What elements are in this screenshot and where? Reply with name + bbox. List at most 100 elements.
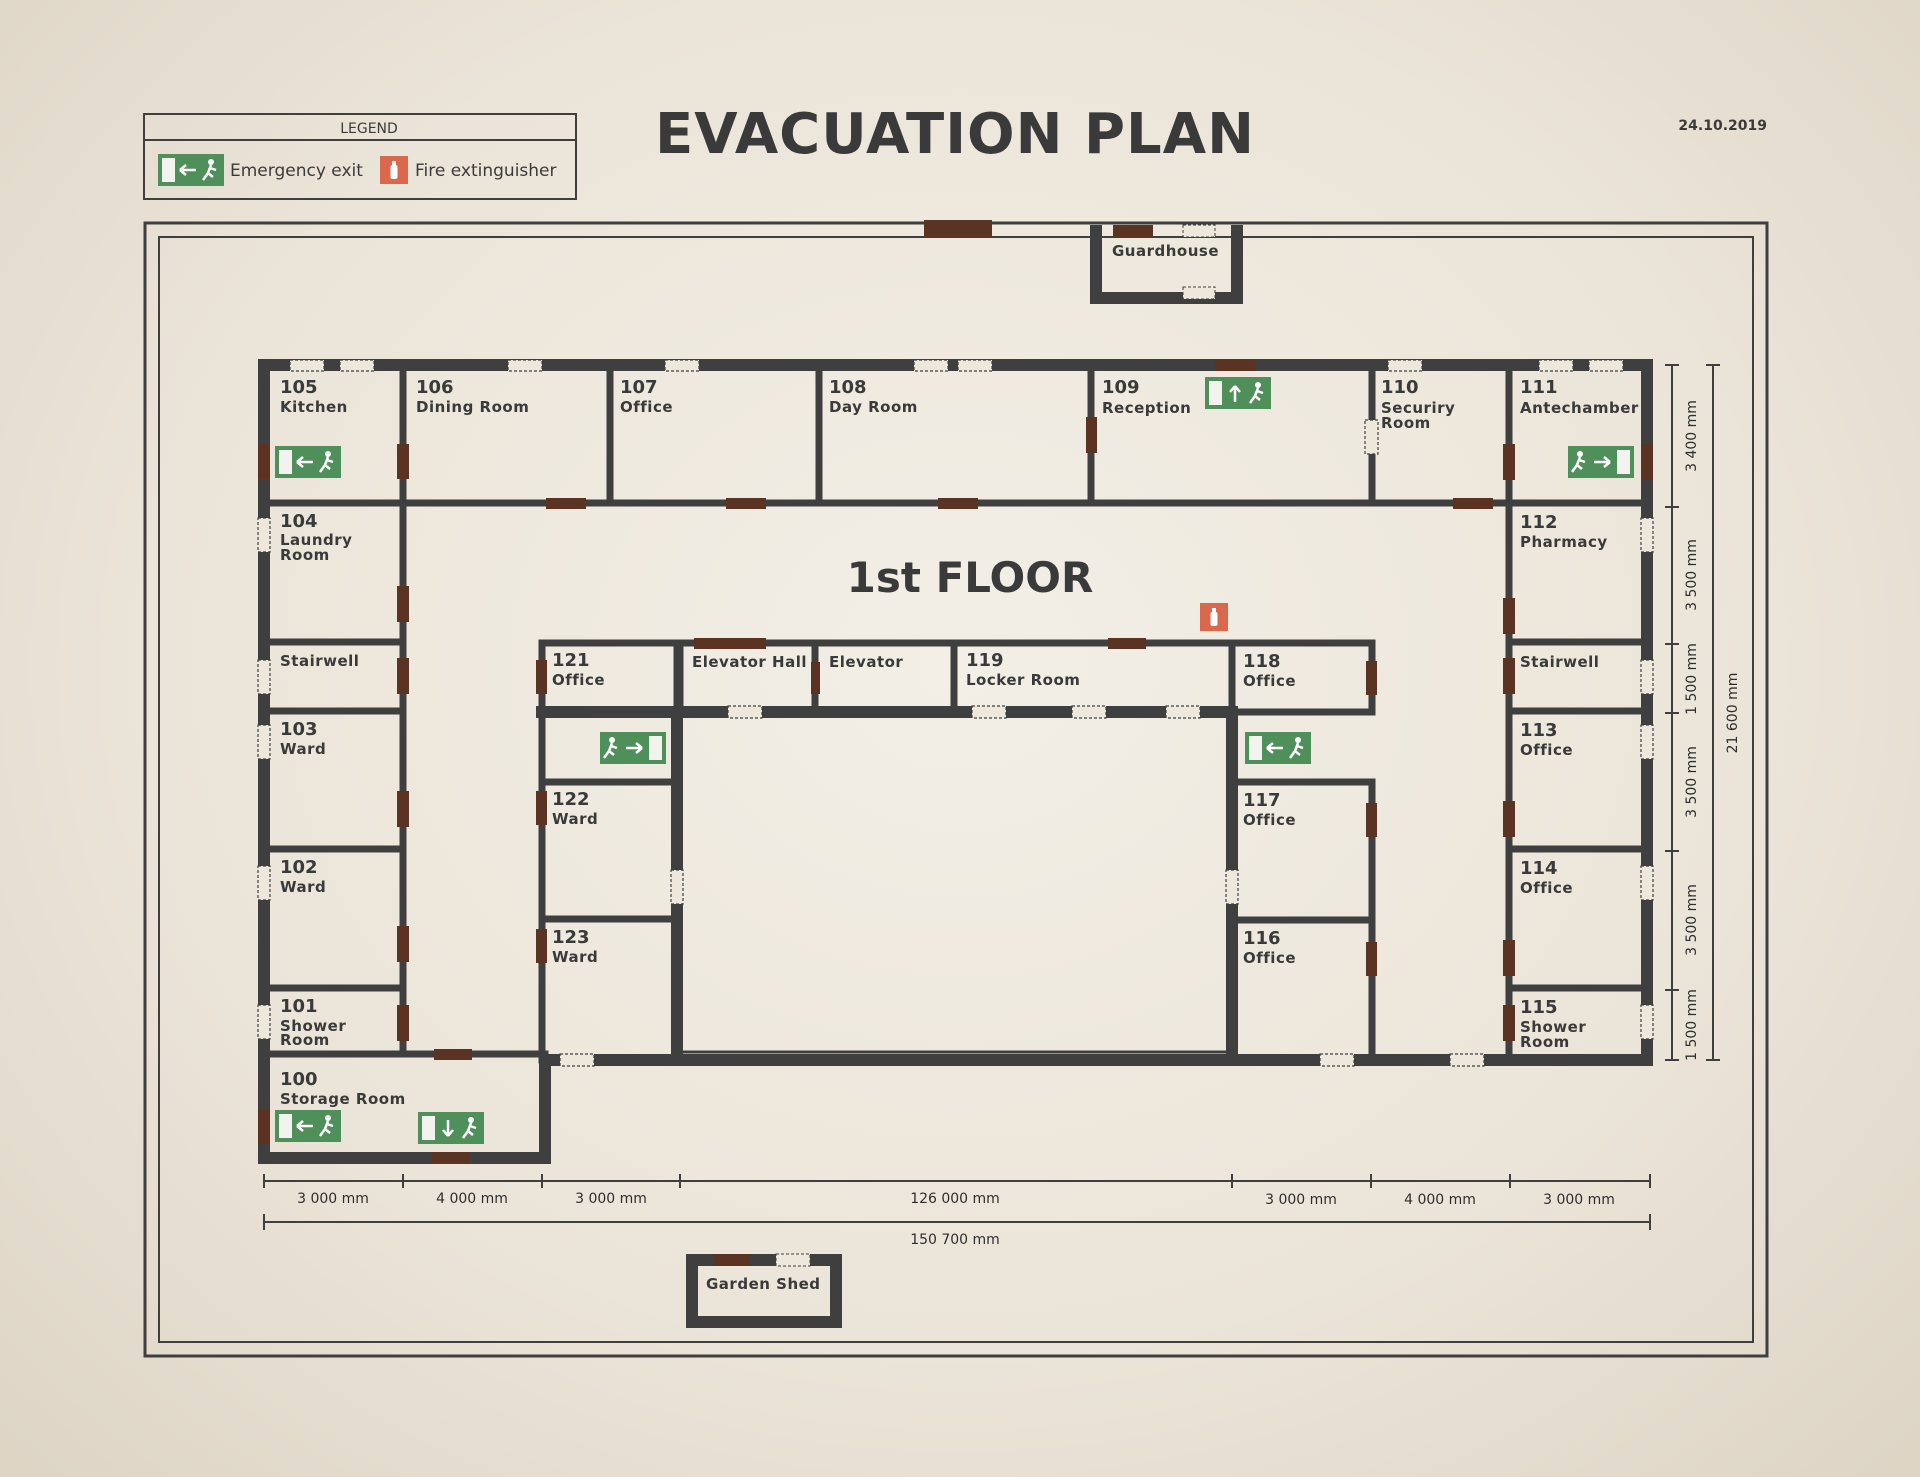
room-113-name: Office [1520, 741, 1573, 759]
room-102-number: 102 [280, 857, 318, 878]
elevator-name: Elevator [829, 653, 903, 671]
dimension-label: 126 000 mm [910, 1191, 1000, 1207]
room-123-name: Ward [552, 948, 598, 966]
room-113-number: 113 [1520, 720, 1558, 741]
fire-extinguisher-icon [380, 156, 408, 184]
bottom-dimensions [263, 1174, 1651, 1230]
stairwell-east-name: Stairwell [1520, 653, 1599, 671]
garden-shed: Garden Shed [686, 1253, 842, 1328]
room-112-name: Pharmacy [1520, 533, 1608, 551]
room-117-name: Office [1243, 811, 1296, 829]
room-labels: 105 Kitchen 106 Dining Room 107 Office 1… [280, 377, 1639, 1108]
room-122-number: 122 [552, 789, 590, 810]
legend-label-fire-extinguisher: Fire extinguisher [415, 161, 557, 181]
page-title: EVACUATION PLAN [655, 102, 1255, 167]
dimension-label: 3 000 mm [1543, 1192, 1615, 1208]
room-110-name-line2: Room [1381, 414, 1431, 432]
emergency-exit-icon [158, 154, 224, 186]
room-106-name: Dining Room [416, 398, 529, 416]
room-118-name: Office [1243, 672, 1296, 690]
room-109-number: 109 [1102, 377, 1140, 398]
legend-label-emergency-exit: Emergency exit [230, 161, 363, 181]
room-122-name: Ward [552, 810, 598, 828]
bottom-dimension-labels: 3 000 mm 4 000 mm 3 000 mm 126 000 mm 3 … [297, 1191, 1615, 1248]
dimension-label: 4 000 mm [1404, 1192, 1476, 1208]
dimension-label: 4 000 mm [436, 1191, 508, 1207]
room-103-name: Ward [280, 740, 326, 758]
plan-date: 24.10.2019 [1678, 118, 1767, 134]
room-103-number: 103 [280, 719, 318, 740]
right-dimension-labels: 3 400 mm 3 500 mm 1 500 mm 3 500 mm 3 50… [1684, 400, 1741, 1061]
legend-heading: LEGEND [340, 121, 398, 137]
room-108-number: 108 [829, 377, 867, 398]
room-106-number: 106 [416, 377, 454, 398]
room-115-name-line2: Room [1520, 1033, 1570, 1051]
emergency-exit-icon [1568, 446, 1634, 478]
room-111-name: Antechamber [1520, 399, 1639, 417]
legend: LEGEND Emergency exit Fire extinguisher [143, 113, 577, 200]
emergency-exit-icon [275, 1110, 341, 1142]
dimension-label: 3 500 mm [1684, 746, 1700, 818]
emergency-exit-icon [418, 1112, 484, 1144]
site-boundary [143, 220, 1769, 1358]
room-117-number: 117 [1243, 790, 1281, 811]
room-116-name: Office [1243, 949, 1296, 967]
room-108-name: Day Room [829, 398, 918, 416]
room-111-number: 111 [1520, 377, 1558, 398]
dimension-label: 3 000 mm [575, 1191, 647, 1207]
room-101-number: 101 [280, 996, 318, 1017]
room-115-number: 115 [1520, 997, 1558, 1018]
room-119-name: Locker Room [966, 671, 1080, 689]
dimension-label: 3 400 mm [1684, 400, 1700, 472]
emergency-exit-icon [1205, 377, 1271, 409]
guardhouse: Guardhouse [1090, 224, 1243, 304]
emergency-exit-icon [1245, 732, 1311, 764]
room-107-number: 107 [620, 377, 658, 398]
dimension-label: 3 500 mm [1684, 539, 1700, 611]
room-107-name: Office [620, 398, 673, 416]
room-104-name-line2: Room [280, 546, 330, 564]
room-116-number: 116 [1243, 928, 1281, 949]
windows [257, 359, 1654, 1067]
emergency-exit-icon [600, 732, 666, 764]
room-114-name: Office [1520, 879, 1573, 897]
garden-shed-label: Garden Shed [706, 1275, 821, 1293]
room-102-name: Ward [280, 878, 326, 896]
total-width-label: 150 700 mm [910, 1232, 1000, 1248]
floor-label: 1st FLOOR [847, 553, 1094, 602]
room-114-number: 114 [1520, 858, 1558, 879]
room-101-name-line2: Room [280, 1031, 330, 1049]
room-121-number: 121 [552, 650, 590, 671]
room-121-name: Office [552, 671, 605, 689]
room-101-name-line1: Shower [280, 1017, 346, 1035]
room-109-name: Reception [1102, 399, 1191, 417]
dimension-label: 3 000 mm [1265, 1192, 1337, 1208]
room-110-name-line1: Securiry [1381, 399, 1455, 417]
room-100-number: 100 [280, 1069, 318, 1090]
emergency-exit-icon [275, 446, 341, 478]
dimension-label: 1 500 mm [1684, 989, 1700, 1061]
doors [258, 360, 1653, 1163]
room-104-name-line1: Laundry [280, 531, 352, 549]
room-110-number: 110 [1381, 377, 1419, 398]
elevator-hall-name: Elevator Hall [692, 653, 807, 671]
room-105-name: Kitchen [280, 398, 348, 416]
room-105-number: 105 [280, 377, 318, 398]
dimension-label: 1 500 mm [1684, 643, 1700, 715]
dimension-label: 3 000 mm [297, 1191, 369, 1207]
room-119-number: 119 [966, 650, 1004, 671]
room-123-number: 123 [552, 927, 590, 948]
room-112-number: 112 [1520, 512, 1558, 533]
fire-extinguisher-icon [1200, 603, 1228, 631]
stairwell-west-name: Stairwell [280, 652, 359, 670]
building-walls [258, 359, 1653, 1164]
guardhouse-label: Guardhouse [1112, 242, 1219, 260]
total-height-label: 21 600 mm [1725, 673, 1741, 754]
right-dimensions [1665, 364, 1720, 1061]
room-104-number: 104 [280, 511, 318, 532]
room-100-name: Storage Room [280, 1090, 406, 1108]
dimension-label: 3 500 mm [1684, 884, 1700, 956]
room-118-number: 118 [1243, 651, 1281, 672]
